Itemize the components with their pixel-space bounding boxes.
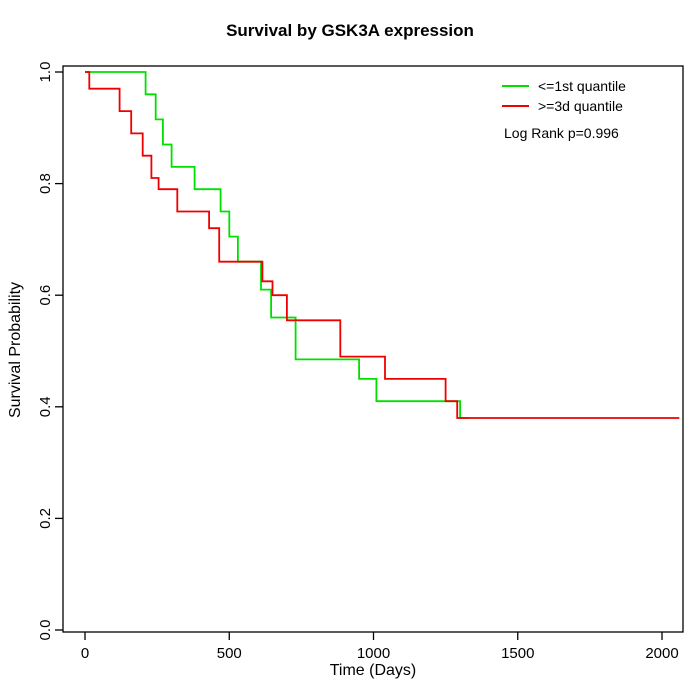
chart-title: Survival by GSK3A expression: [226, 21, 474, 40]
legend-line-red: [502, 105, 529, 107]
x-tick-label: 2000: [645, 645, 678, 662]
x-tick-label: 500: [217, 645, 242, 662]
x-tick-label: 1000: [357, 645, 390, 662]
y-tick-label: 1.0: [37, 62, 54, 83]
legend: <=1st quantile >=3d quantile Log Rank p=…: [502, 76, 626, 141]
y-tick-label: 0.6: [37, 285, 54, 306]
y-axis-label: Survival Probability: [7, 281, 24, 419]
y-tick-label: 0.2: [37, 508, 54, 529]
log-rank-annotation: Log Rank p=0.996: [504, 125, 619, 141]
y-tick-label: 0.0: [37, 620, 54, 641]
legend-item-third-quantile: >=3d quantile: [502, 96, 626, 116]
y-tick-label: 0.4: [37, 396, 54, 417]
legend-label-first-quantile: <=1st quantile: [538, 78, 626, 94]
legend-line-green: [502, 85, 529, 87]
survival-curve-red: [85, 71, 680, 419]
y-tick-label: 0.8: [37, 173, 54, 194]
x-tick-label: 0: [81, 645, 89, 662]
x-axis-label: Time (Days): [329, 662, 417, 679]
plot-box: [62, 65, 684, 633]
survival-curve-green: [85, 71, 469, 419]
legend-item-first-quantile: <=1st quantile: [502, 76, 626, 96]
x-tick-label: 1500: [501, 645, 534, 662]
legend-label-third-quantile: >=3d quantile: [538, 98, 623, 114]
